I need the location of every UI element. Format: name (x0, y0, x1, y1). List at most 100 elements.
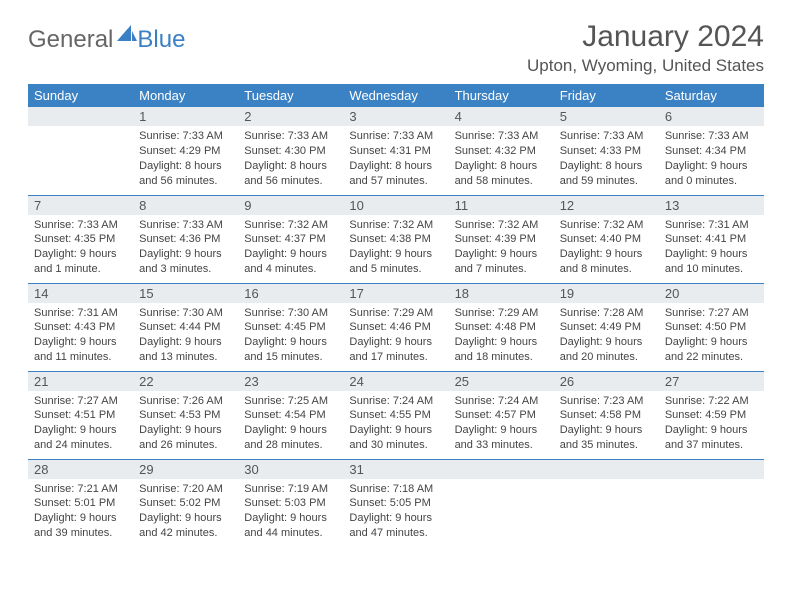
daylight-text: Daylight: 9 hours and 39 minutes. (34, 511, 127, 541)
calendar-cell: 22Sunrise: 7:26 AMSunset: 4:53 PMDayligh… (133, 371, 238, 459)
day-content: Sunrise: 7:33 AMSunset: 4:35 PMDaylight:… (28, 215, 133, 281)
day-header: Monday (133, 84, 238, 107)
sunset-text: Sunset: 4:32 PM (455, 144, 548, 159)
calendar-cell: 20Sunrise: 7:27 AMSunset: 4:50 PMDayligh… (659, 283, 764, 371)
daylight-text: Daylight: 8 hours and 59 minutes. (560, 159, 653, 189)
daylight-text: Daylight: 8 hours and 58 minutes. (455, 159, 548, 189)
sunset-text: Sunset: 4:55 PM (349, 408, 442, 423)
day-number: 4 (449, 107, 554, 126)
day-number: 29 (133, 460, 238, 479)
sunset-text: Sunset: 4:36 PM (139, 232, 232, 247)
sunset-text: Sunset: 4:34 PM (665, 144, 758, 159)
sunrise-text: Sunrise: 7:32 AM (244, 218, 337, 233)
day-content: Sunrise: 7:27 AMSunset: 4:50 PMDaylight:… (659, 303, 764, 369)
calendar-cell: 6Sunrise: 7:33 AMSunset: 4:34 PMDaylight… (659, 107, 764, 195)
calendar-cell: 31Sunrise: 7:18 AMSunset: 5:05 PMDayligh… (343, 459, 448, 547)
sunset-text: Sunset: 5:01 PM (34, 496, 127, 511)
daylight-text: Daylight: 8 hours and 56 minutes. (139, 159, 232, 189)
calendar-cell: 28Sunrise: 7:21 AMSunset: 5:01 PMDayligh… (28, 459, 133, 547)
sunrise-text: Sunrise: 7:33 AM (139, 129, 232, 144)
calendar-cell: 19Sunrise: 7:28 AMSunset: 4:49 PMDayligh… (554, 283, 659, 371)
sunrise-text: Sunrise: 7:24 AM (455, 394, 548, 409)
day-content: Sunrise: 7:32 AMSunset: 4:38 PMDaylight:… (343, 215, 448, 281)
day-number (659, 460, 764, 479)
day-content: Sunrise: 7:20 AMSunset: 5:02 PMDaylight:… (133, 479, 238, 545)
sunset-text: Sunset: 4:29 PM (139, 144, 232, 159)
daylight-text: Daylight: 9 hours and 37 minutes. (665, 423, 758, 453)
daylight-text: Daylight: 9 hours and 15 minutes. (244, 335, 337, 365)
calendar-week-row: 28Sunrise: 7:21 AMSunset: 5:01 PMDayligh… (28, 459, 764, 547)
sunset-text: Sunset: 4:41 PM (665, 232, 758, 247)
calendar-cell: 4Sunrise: 7:33 AMSunset: 4:32 PMDaylight… (449, 107, 554, 195)
sunrise-text: Sunrise: 7:27 AM (665, 306, 758, 321)
day-number: 9 (238, 196, 343, 215)
daylight-text: Daylight: 9 hours and 11 minutes. (34, 335, 127, 365)
day-number: 3 (343, 107, 448, 126)
logo-sail-icon (117, 25, 137, 41)
day-number: 13 (659, 196, 764, 215)
day-number: 8 (133, 196, 238, 215)
day-content: Sunrise: 7:23 AMSunset: 4:58 PMDaylight:… (554, 391, 659, 457)
day-content: Sunrise: 7:33 AMSunset: 4:30 PMDaylight:… (238, 126, 343, 192)
calendar-cell: 14Sunrise: 7:31 AMSunset: 4:43 PMDayligh… (28, 283, 133, 371)
day-content: Sunrise: 7:31 AMSunset: 4:41 PMDaylight:… (659, 215, 764, 281)
sunrise-text: Sunrise: 7:26 AM (139, 394, 232, 409)
sunrise-text: Sunrise: 7:22 AM (665, 394, 758, 409)
day-number: 17 (343, 284, 448, 303)
calendar-cell: 15Sunrise: 7:30 AMSunset: 4:44 PMDayligh… (133, 283, 238, 371)
day-number: 23 (238, 372, 343, 391)
daylight-text: Daylight: 9 hours and 33 minutes. (455, 423, 548, 453)
sunset-text: Sunset: 4:35 PM (34, 232, 127, 247)
sunrise-text: Sunrise: 7:29 AM (455, 306, 548, 321)
day-content: Sunrise: 7:21 AMSunset: 5:01 PMDaylight:… (28, 479, 133, 545)
sunrise-text: Sunrise: 7:20 AM (139, 482, 232, 497)
day-number: 21 (28, 372, 133, 391)
day-number: 25 (449, 372, 554, 391)
daylight-text: Daylight: 9 hours and 13 minutes. (139, 335, 232, 365)
daylight-text: Daylight: 9 hours and 24 minutes. (34, 423, 127, 453)
calendar-cell: 30Sunrise: 7:19 AMSunset: 5:03 PMDayligh… (238, 459, 343, 547)
sunrise-text: Sunrise: 7:33 AM (244, 129, 337, 144)
calendar-cell: 25Sunrise: 7:24 AMSunset: 4:57 PMDayligh… (449, 371, 554, 459)
sunset-text: Sunset: 4:51 PM (34, 408, 127, 423)
sunset-text: Sunset: 4:50 PM (665, 320, 758, 335)
day-number: 11 (449, 196, 554, 215)
day-number: 19 (554, 284, 659, 303)
sunset-text: Sunset: 5:05 PM (349, 496, 442, 511)
day-number: 5 (554, 107, 659, 126)
calendar-cell: 18Sunrise: 7:29 AMSunset: 4:48 PMDayligh… (449, 283, 554, 371)
day-content: Sunrise: 7:28 AMSunset: 4:49 PMDaylight:… (554, 303, 659, 369)
sunrise-text: Sunrise: 7:33 AM (349, 129, 442, 144)
sunset-text: Sunset: 5:02 PM (139, 496, 232, 511)
day-content: Sunrise: 7:30 AMSunset: 4:45 PMDaylight:… (238, 303, 343, 369)
sunset-text: Sunset: 4:46 PM (349, 320, 442, 335)
sunrise-text: Sunrise: 7:31 AM (665, 218, 758, 233)
sunrise-text: Sunrise: 7:31 AM (34, 306, 127, 321)
sunrise-text: Sunrise: 7:23 AM (560, 394, 653, 409)
sunset-text: Sunset: 4:54 PM (244, 408, 337, 423)
daylight-text: Daylight: 9 hours and 5 minutes. (349, 247, 442, 277)
day-content: Sunrise: 7:18 AMSunset: 5:05 PMDaylight:… (343, 479, 448, 545)
sunset-text: Sunset: 4:33 PM (560, 144, 653, 159)
day-content: Sunrise: 7:33 AMSunset: 4:36 PMDaylight:… (133, 215, 238, 281)
sunrise-text: Sunrise: 7:30 AM (139, 306, 232, 321)
daylight-text: Daylight: 8 hours and 56 minutes. (244, 159, 337, 189)
sunset-text: Sunset: 4:58 PM (560, 408, 653, 423)
day-content: Sunrise: 7:33 AMSunset: 4:34 PMDaylight:… (659, 126, 764, 192)
calendar-cell: 29Sunrise: 7:20 AMSunset: 5:02 PMDayligh… (133, 459, 238, 547)
sunset-text: Sunset: 4:43 PM (34, 320, 127, 335)
title-block: January 2024 Upton, Wyoming, United Stat… (527, 20, 764, 76)
calendar-cell: 13Sunrise: 7:31 AMSunset: 4:41 PMDayligh… (659, 195, 764, 283)
sunset-text: Sunset: 4:48 PM (455, 320, 548, 335)
sunrise-text: Sunrise: 7:32 AM (560, 218, 653, 233)
day-content: Sunrise: 7:24 AMSunset: 4:57 PMDaylight:… (449, 391, 554, 457)
sunset-text: Sunset: 4:49 PM (560, 320, 653, 335)
daylight-text: Daylight: 8 hours and 57 minutes. (349, 159, 442, 189)
daylight-text: Daylight: 9 hours and 42 minutes. (139, 511, 232, 541)
calendar-cell (554, 459, 659, 547)
logo-word-2: Blue (137, 26, 185, 54)
sunset-text: Sunset: 4:53 PM (139, 408, 232, 423)
daylight-text: Daylight: 9 hours and 4 minutes. (244, 247, 337, 277)
calendar-cell: 26Sunrise: 7:23 AMSunset: 4:58 PMDayligh… (554, 371, 659, 459)
day-content: Sunrise: 7:30 AMSunset: 4:44 PMDaylight:… (133, 303, 238, 369)
